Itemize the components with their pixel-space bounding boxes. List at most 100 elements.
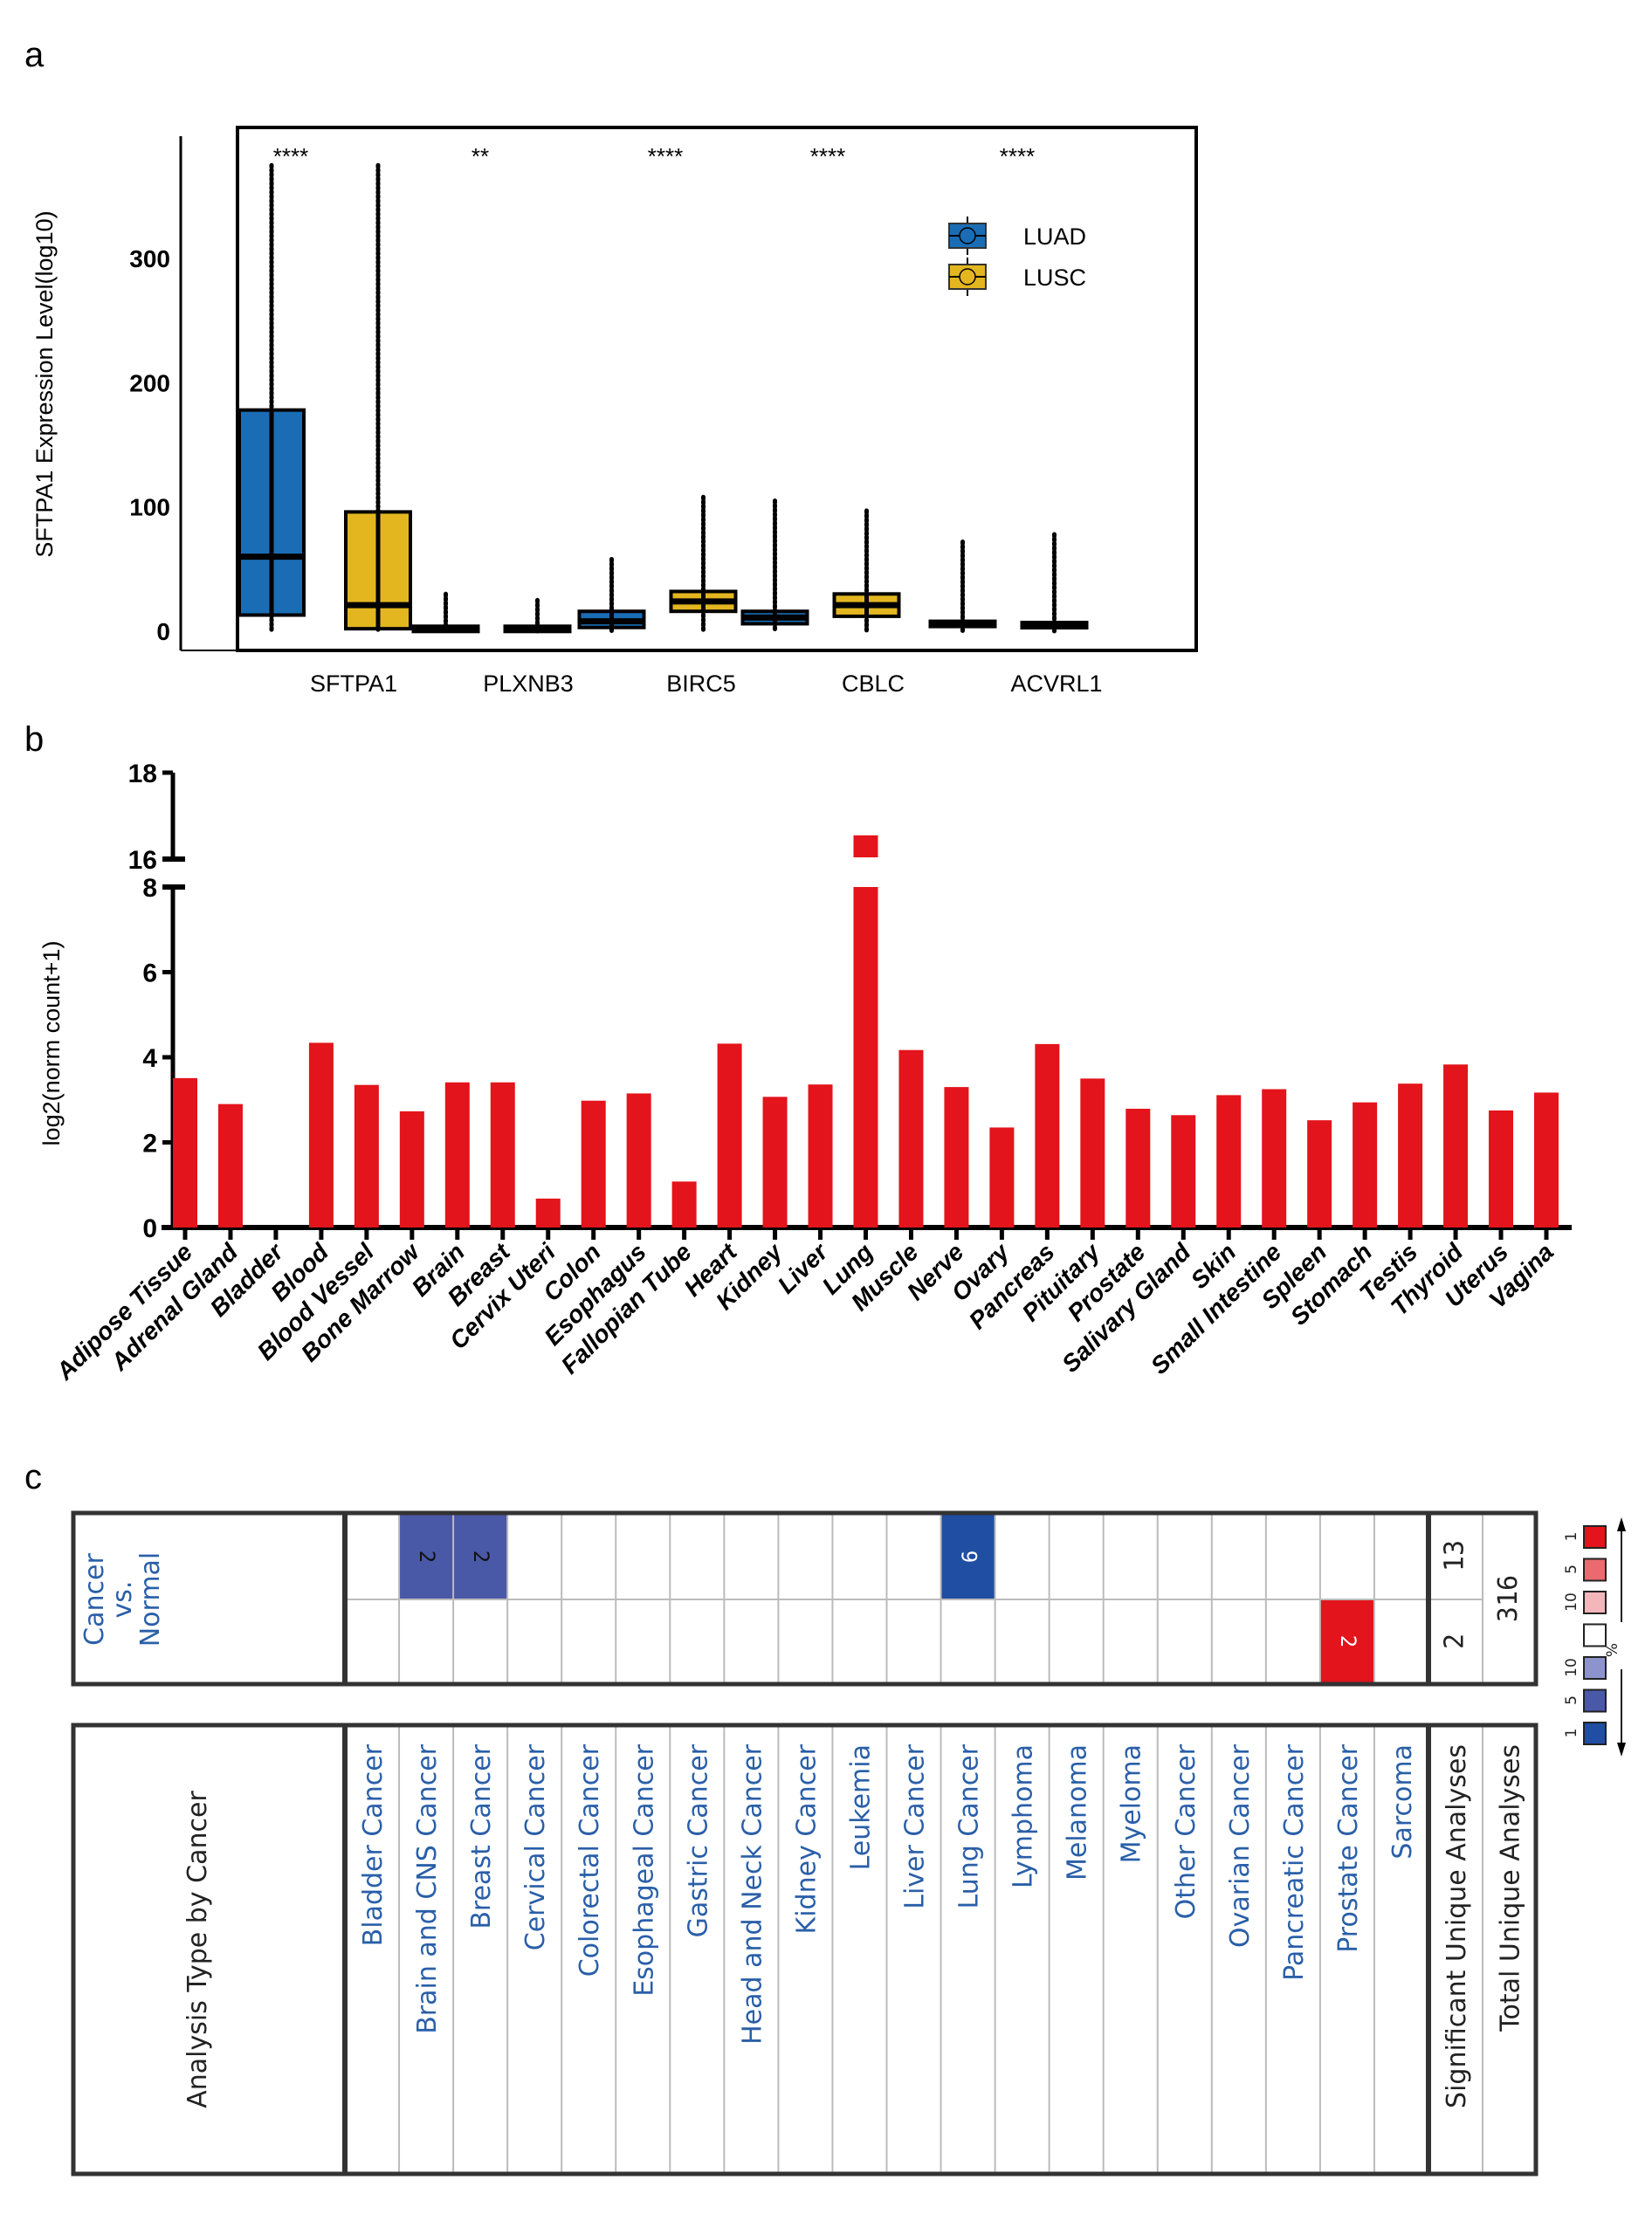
x-category-labels: SFTPA1 PLXNB3 BIRC5 CBLC ACVRL1	[310, 670, 1103, 697]
significant-down-count: 2	[1440, 1633, 1470, 1649]
down-arrowhead-icon	[1617, 1743, 1626, 1757]
legend-swatch	[1583, 1688, 1607, 1713]
column-header-cancer-type: Kidney Cancer	[791, 1743, 822, 1934]
y-tick-label: 300	[129, 245, 170, 272]
box-luad-birc5	[577, 556, 646, 634]
y-tick-label: 200	[129, 369, 170, 396]
bar	[308, 1042, 334, 1228]
heatmap-cell-count: 9	[957, 1551, 981, 1563]
row-header-label: Cancer	[79, 1553, 110, 1646]
heatmap-cell-count: 2	[469, 1551, 493, 1563]
panel-letter-a: a	[24, 36, 45, 74]
bar	[535, 1198, 561, 1228]
box-lusc-plxnb3	[503, 597, 572, 634]
legend-item-luad: LUAD	[948, 217, 1086, 255]
bar	[444, 1082, 470, 1228]
x-category-label: CBLC	[842, 670, 905, 697]
column-header-cancer-type: Colorectal Cancer	[575, 1743, 605, 1977]
significance-label: ****	[648, 143, 683, 169]
column-header-cancer-type: Sarcoma	[1387, 1744, 1418, 1860]
bar	[490, 1082, 515, 1228]
column-header-cancer-type: Ovarian Cancer	[1225, 1743, 1256, 1948]
legend-point-icon	[959, 227, 976, 244]
heatmap-cell-count: 2	[1336, 1635, 1360, 1647]
box-lusc-sftpa1	[344, 162, 412, 634]
bar	[1262, 1089, 1287, 1228]
column-axis-title: Analysis Type by Cancer	[182, 1791, 213, 2108]
column-header-cancer-type: Bladder Cancer	[358, 1743, 389, 1946]
y-tick-label: 0	[142, 1214, 157, 1243]
bar	[217, 1104, 243, 1228]
significance-label: **	[472, 143, 489, 169]
legend-label: 1	[1563, 1729, 1580, 1738]
legend-label: 5	[1563, 1564, 1580, 1574]
bar	[1216, 1095, 1242, 1228]
panel-letter-b: b	[24, 720, 44, 759]
bar	[989, 1127, 1015, 1228]
bar	[1443, 1064, 1469, 1228]
significant-up-count: 13	[1440, 1540, 1470, 1571]
bar	[1035, 1043, 1060, 1228]
column-header-cancer-type: Lymphoma	[1008, 1744, 1039, 1888]
legend-swatch	[1583, 1525, 1607, 1549]
summary-column-header: Significant Unique Analyses	[1442, 1744, 1472, 2108]
bar	[717, 1043, 742, 1228]
bar	[1307, 1120, 1332, 1228]
legend-label: 10	[1563, 1658, 1580, 1677]
bar	[1125, 1108, 1151, 1228]
heatmap-cell-up	[940, 1513, 995, 1599]
legend-swatch	[1583, 1591, 1607, 1614]
box-lusc-acvrl1	[1020, 532, 1089, 634]
significance-label: ****	[810, 143, 845, 169]
table-border	[71, 1723, 1538, 2177]
legend-label: 10	[1563, 1592, 1580, 1612]
y-tick-labels: 0 100 200 300	[129, 245, 170, 645]
legend-swatch	[1583, 1623, 1607, 1647]
bar-upper-segment	[853, 835, 878, 857]
x-category-label: SFTPA1	[310, 670, 397, 697]
total-unique-count: 316	[1493, 1575, 1524, 1622]
column-header-cancer-type: Gastric Cancer	[683, 1743, 713, 1937]
y-tick-label: 6	[142, 959, 157, 988]
column-header-cancer-type: Esophageal Cancer	[629, 1743, 659, 1996]
bar	[1398, 1083, 1423, 1228]
y-tick-label: 8	[142, 874, 157, 903]
box-lusc-birc5	[669, 494, 738, 634]
bars	[173, 835, 1559, 1228]
significance-label: ****	[273, 143, 308, 169]
bar	[173, 1077, 197, 1228]
bar-chart-panel: log2(norm count+1) 0 2 4 6 816 18 Adipose Tis…	[38, 760, 1572, 1386]
legend-label: 5	[1563, 1695, 1580, 1705]
bar	[626, 1093, 651, 1228]
bar	[762, 1097, 788, 1228]
legend-swatch	[1583, 1656, 1607, 1680]
box-luad-cblc	[740, 499, 809, 634]
summary-column-header: Total Unique Analyses	[1496, 1744, 1526, 2032]
row-header-label: vs.	[107, 1581, 138, 1619]
box-luad-sftpa1	[237, 162, 306, 634]
y-ticks: 0 2 4 6 816 18	[128, 760, 185, 1243]
box-lusc-cblc	[832, 508, 901, 634]
bar	[898, 1049, 924, 1228]
x-category-label: PLXNB3	[483, 670, 574, 697]
column-header-cancer-type: Leukemia	[845, 1744, 876, 1870]
bar	[1489, 1110, 1514, 1228]
heatmap-cell-down	[1319, 1599, 1374, 1684]
y-tick-label: 16	[128, 846, 157, 875]
bar	[1353, 1102, 1378, 1228]
heatmap-legend: 1 5 10 10 5 1%	[1563, 1517, 1626, 1757]
column-header-cancer-type: Breast Cancer	[466, 1743, 497, 1929]
bar	[808, 1084, 833, 1228]
column-header-cancer-type: Brain and CNS Cancer	[412, 1743, 443, 2033]
box-luad-plxnb3	[411, 591, 480, 634]
legend-point-icon	[959, 268, 976, 285]
legend-label: 1	[1563, 1532, 1580, 1542]
row-header-label: Normal	[135, 1552, 166, 1647]
column-header-cancer-type: Cervical Cancer	[520, 1743, 551, 1950]
boxplot-panel: SFTPA1 Expression Level(log10) 0 100 200 30…	[31, 126, 1198, 697]
bar	[944, 1087, 969, 1228]
